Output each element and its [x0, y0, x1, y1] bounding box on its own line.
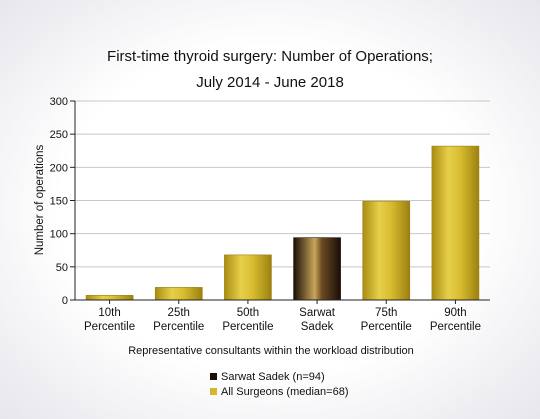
x-tick-label: Percentile: [222, 321, 273, 333]
chart-title-line1: First-time thyroid surgery: Number of Op…: [107, 48, 433, 65]
y-tick-label: 100: [50, 229, 68, 241]
y-tick-label: 200: [50, 162, 68, 174]
bar: [362, 200, 411, 301]
x-tick-label: 75th: [375, 307, 397, 319]
x-tick-label: 90th: [444, 307, 466, 319]
y-tick-label: 150: [50, 196, 68, 208]
chart-title-line2: July 2014 - June 2018: [196, 74, 344, 91]
legend-item-highlight: Sarwat Sadek (n=94): [210, 369, 349, 384]
y-tick-label: 250: [50, 129, 68, 141]
x-tick-label: Sadek: [301, 321, 334, 333]
x-tick-label: Percentile: [84, 321, 135, 333]
bar: [154, 287, 203, 301]
legend-label-all: All Surgeons (median=68): [221, 385, 349, 398]
bar: [85, 295, 134, 301]
x-tick-label: 50th: [237, 307, 259, 319]
x-tick-label: Percentile: [153, 321, 204, 333]
bar: [431, 145, 480, 301]
x-tick-label: 10th: [98, 307, 120, 319]
legend-swatch-gold: [210, 388, 217, 395]
bar-highlight: [293, 237, 341, 301]
y-tick-label: 50: [56, 262, 68, 274]
x-axis-label: Representative consultants within the wo…: [128, 345, 414, 357]
x-tick-label: Sarwat: [299, 307, 336, 319]
legend: Sarwat Sadek (n=94) All Surgeons (median…: [210, 369, 349, 399]
x-tick-label: Percentile: [430, 321, 481, 333]
y-axis-label: Number of operations: [34, 144, 46, 255]
x-tick-label: 25th: [168, 307, 190, 319]
bar: [224, 254, 272, 301]
y-tick-label: 300: [50, 96, 68, 108]
legend-swatch-dark: [210, 373, 217, 380]
y-tick-label: 0: [62, 295, 68, 307]
legend-label-highlight: Sarwat Sadek (n=94): [221, 370, 325, 383]
x-tick-label: Percentile: [361, 321, 412, 333]
legend-item-all: All Surgeons (median=68): [210, 384, 349, 399]
